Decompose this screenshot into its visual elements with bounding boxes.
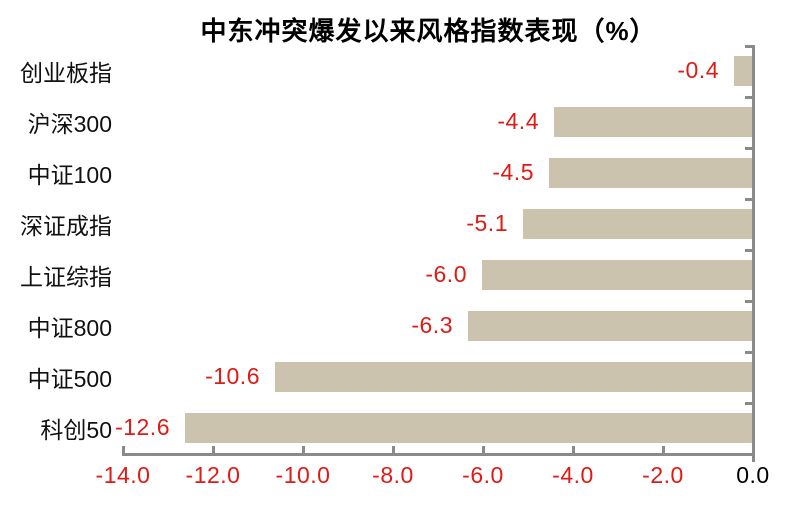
y-axis-tick <box>745 300 752 303</box>
x-axis-tick-label: -8.0 <box>372 462 414 488</box>
category-label: 中证500 <box>27 365 112 392</box>
category-label: 科创50 <box>40 416 112 443</box>
bar-value-label: -12.6 <box>115 414 170 440</box>
x-axis-tick <box>752 446 755 453</box>
x-axis-tick-label: -4.0 <box>552 462 594 488</box>
bar <box>482 260 752 290</box>
x-axis-tick <box>212 446 215 453</box>
y-axis-line <box>752 45 755 462</box>
bar-value-label: -6.0 <box>425 261 467 287</box>
y-axis-tick <box>745 96 752 99</box>
bar-value-label: -10.6 <box>205 363 260 389</box>
bar <box>523 209 752 239</box>
x-axis-line <box>122 453 755 456</box>
x-axis-tick-label: -6.0 <box>462 462 504 488</box>
x-axis-tick <box>662 446 665 453</box>
bar-value-label: -6.3 <box>411 312 453 338</box>
x-axis-tick <box>122 446 125 453</box>
x-axis-tick <box>302 446 305 453</box>
bar <box>734 56 752 86</box>
category-label: 沪深300 <box>27 110 112 137</box>
y-axis-tick <box>745 147 752 150</box>
category-label: 深证成指 <box>20 212 112 239</box>
bar <box>549 158 752 188</box>
bar-value-label: -0.4 <box>677 57 719 83</box>
y-axis-tick <box>745 402 752 405</box>
bar <box>554 107 752 137</box>
x-axis-tick <box>572 446 575 453</box>
category-label: 中证800 <box>27 314 112 341</box>
y-axis-tick <box>745 453 752 456</box>
x-axis-tick <box>392 446 395 453</box>
bar-value-label: -5.1 <box>466 210 508 236</box>
bar <box>275 362 752 392</box>
x-axis-tick-label: -14.0 <box>95 462 151 488</box>
category-label: 上证综指 <box>20 263 112 290</box>
x-axis-tick-label: -12.0 <box>185 462 241 488</box>
x-axis-tick <box>482 446 485 453</box>
bar-value-label: -4.5 <box>492 159 534 185</box>
x-axis-tick-label: -2.0 <box>642 462 684 488</box>
category-label: 创业板指 <box>20 59 112 86</box>
bar <box>468 311 752 341</box>
y-axis-tick <box>745 45 752 48</box>
x-axis-tick-label: 0.0 <box>736 462 770 488</box>
y-axis-tick <box>745 249 752 252</box>
bar <box>185 413 752 443</box>
y-axis-tick <box>745 351 752 354</box>
chart-title: 中东冲突爆发以来风格指数表现（%） <box>200 16 657 46</box>
category-label: 中证100 <box>27 161 112 188</box>
x-axis-tick-label: -10.0 <box>275 462 331 488</box>
y-axis-tick <box>745 198 752 201</box>
bar-value-label: -4.4 <box>497 108 539 134</box>
